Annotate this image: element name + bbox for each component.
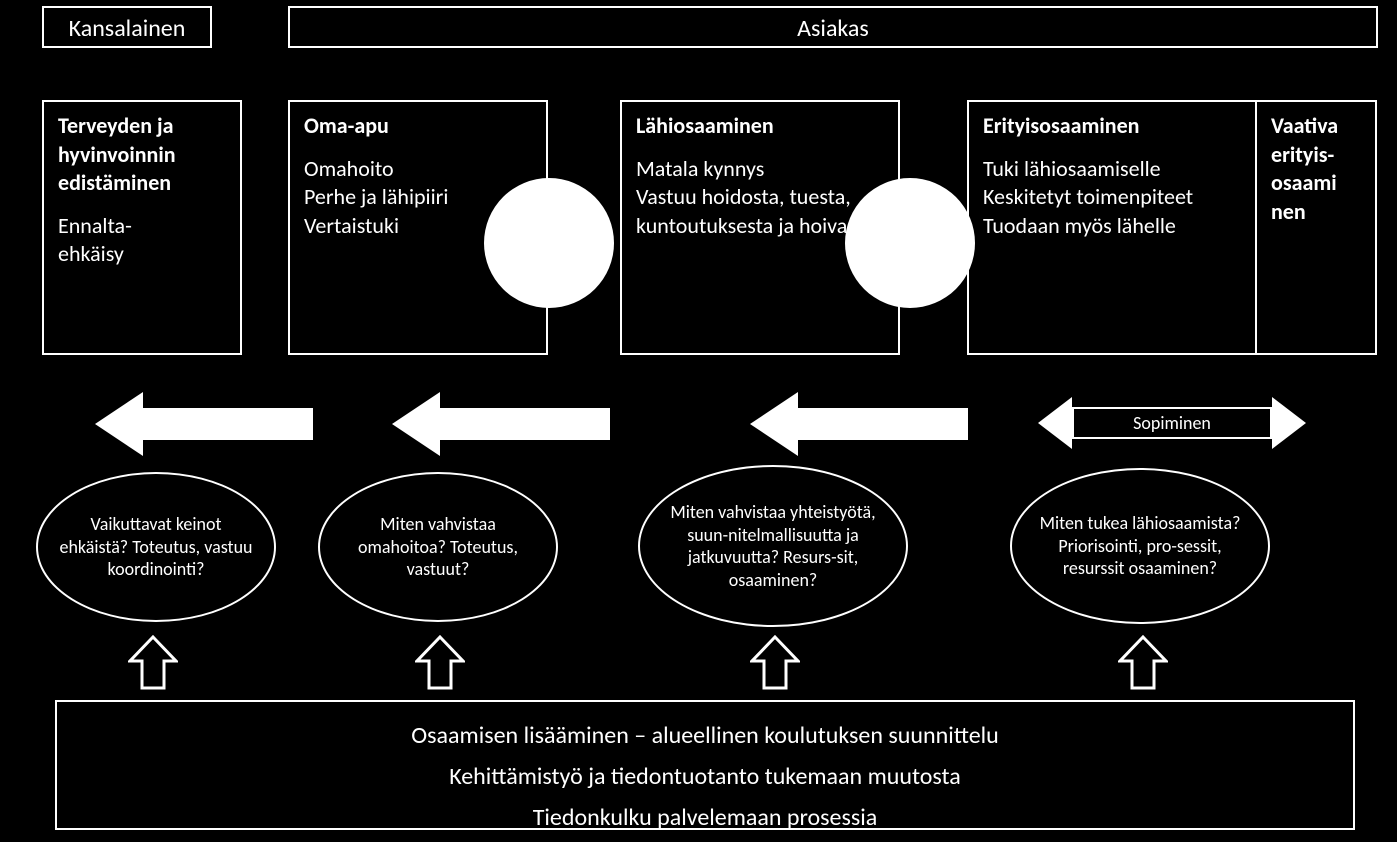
arrow-left-1 [95, 392, 313, 456]
bottom-line-1: Osaamisen lisääminen – alueellinen koulu… [67, 716, 1343, 757]
box-lahi-title: Lähiosaaminen [636, 112, 884, 141]
up-arrow-1 [128, 635, 178, 690]
bottom-line-2: Kehittämistyö ja tiedontuotanto tukemaan… [67, 757, 1343, 798]
ellipse-4-text: Miten tukea lähiosaamista? Priorisointi,… [1032, 512, 1248, 580]
ellipse-1-text: Vaikuttavat keinot ehkäistä? Toteutus, v… [58, 513, 254, 581]
header-asiakas-label: Asiakas [797, 14, 869, 43]
box-erityis-body: Tuki lähiosaamiselle Keskitetyt toimenpi… [983, 155, 1241, 241]
arrow-left-3 [750, 392, 968, 456]
box-omaapu-title: Oma-apu [304, 112, 532, 141]
box-erityis-title: Erityisosaaminen [983, 112, 1241, 141]
box-terveys: Terveyden ja hyvinvoinnin edistäminen En… [42, 100, 242, 355]
up-arrow-2 [415, 635, 465, 690]
up-arrow-3 [750, 635, 800, 690]
box-vaativa: Vaativa erityis-osaami nen [1255, 100, 1377, 355]
ellipse-3-text: Miten vahvistaa yhteistyötä, suun-nitelm… [660, 501, 886, 591]
arrow-left-2 [392, 392, 610, 456]
ellipse-2: Miten vahvistaa omahoitoa? Toteutus, vas… [318, 472, 558, 622]
double-arrow-sopiminen: Sopiminen [1038, 397, 1306, 449]
box-terveys-title: Terveyden ja hyvinvoinnin edistäminen [58, 112, 226, 198]
bottom-line-3: Tiedonkulku palvelemaan prosessia [67, 798, 1343, 839]
ellipse-3: Miten vahvistaa yhteistyötä, suun-nitelm… [638, 465, 908, 627]
box-vaativa-title: Vaativa erityis-osaami nen [1271, 112, 1361, 226]
ellipse-2-text: Miten vahvistaa omahoitoa? Toteutus, vas… [340, 513, 536, 581]
header-asiakas: Asiakas [288, 6, 1378, 48]
ellipse-1: Vaikuttavat keinot ehkäistä? Toteutus, v… [36, 472, 276, 622]
ellipse-4: Miten tukea lähiosaamista? Priorisointi,… [1010, 468, 1270, 624]
box-erityisosaaminen: Erityisosaaminen Tuki lähiosaamiselle Ke… [967, 100, 1257, 355]
header-kansalainen: Kansalainen [42, 6, 212, 48]
double-arrow-label: Sopiminen [1133, 412, 1211, 434]
connector-circle-2 [845, 178, 975, 308]
connector-circle-1 [484, 178, 614, 308]
box-terveys-body: Ennalta- ehkäisy [58, 212, 226, 269]
bottom-summary-box: Osaamisen lisääminen – alueellinen koulu… [55, 700, 1355, 830]
up-arrow-4 [1118, 635, 1168, 690]
header-kansalainen-label: Kansalainen [69, 14, 186, 43]
